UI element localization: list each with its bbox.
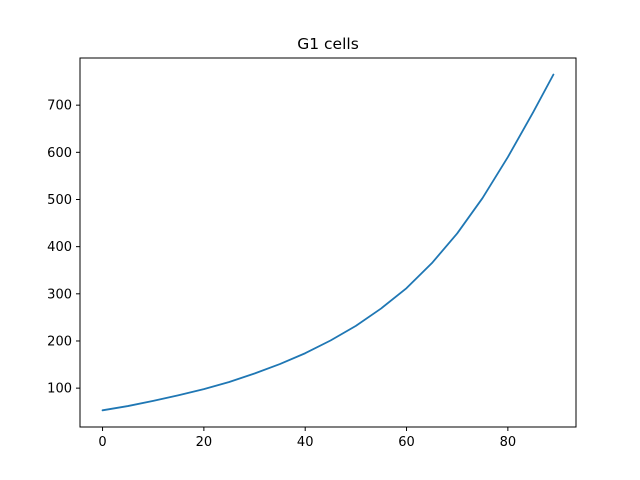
y-tick-label: 200 (47, 334, 72, 349)
x-tick-label: 0 (98, 435, 106, 450)
x-tick-label: 80 (500, 435, 517, 450)
x-axis: 0 20 40 60 80 (98, 427, 516, 450)
x-tick-label: 20 (196, 435, 213, 450)
x-tick-label: 60 (398, 435, 415, 450)
y-tick-label: 100 (47, 382, 72, 397)
x-tick-label: 40 (297, 435, 314, 450)
plot-area-frame (79, 57, 577, 428)
y-tick-label: 700 (47, 99, 72, 114)
y-tick-label: 500 (47, 193, 72, 208)
series-line (101, 73, 555, 412)
y-tick-label: 300 (47, 287, 72, 302)
y-tick-label: 600 (47, 146, 72, 161)
y-tick-label: 400 (47, 240, 72, 255)
chart-title: G1 cells (297, 35, 359, 53)
y-axis: 100 200 300 400 500 600 700 (47, 99, 80, 397)
series-group (101, 73, 555, 412)
